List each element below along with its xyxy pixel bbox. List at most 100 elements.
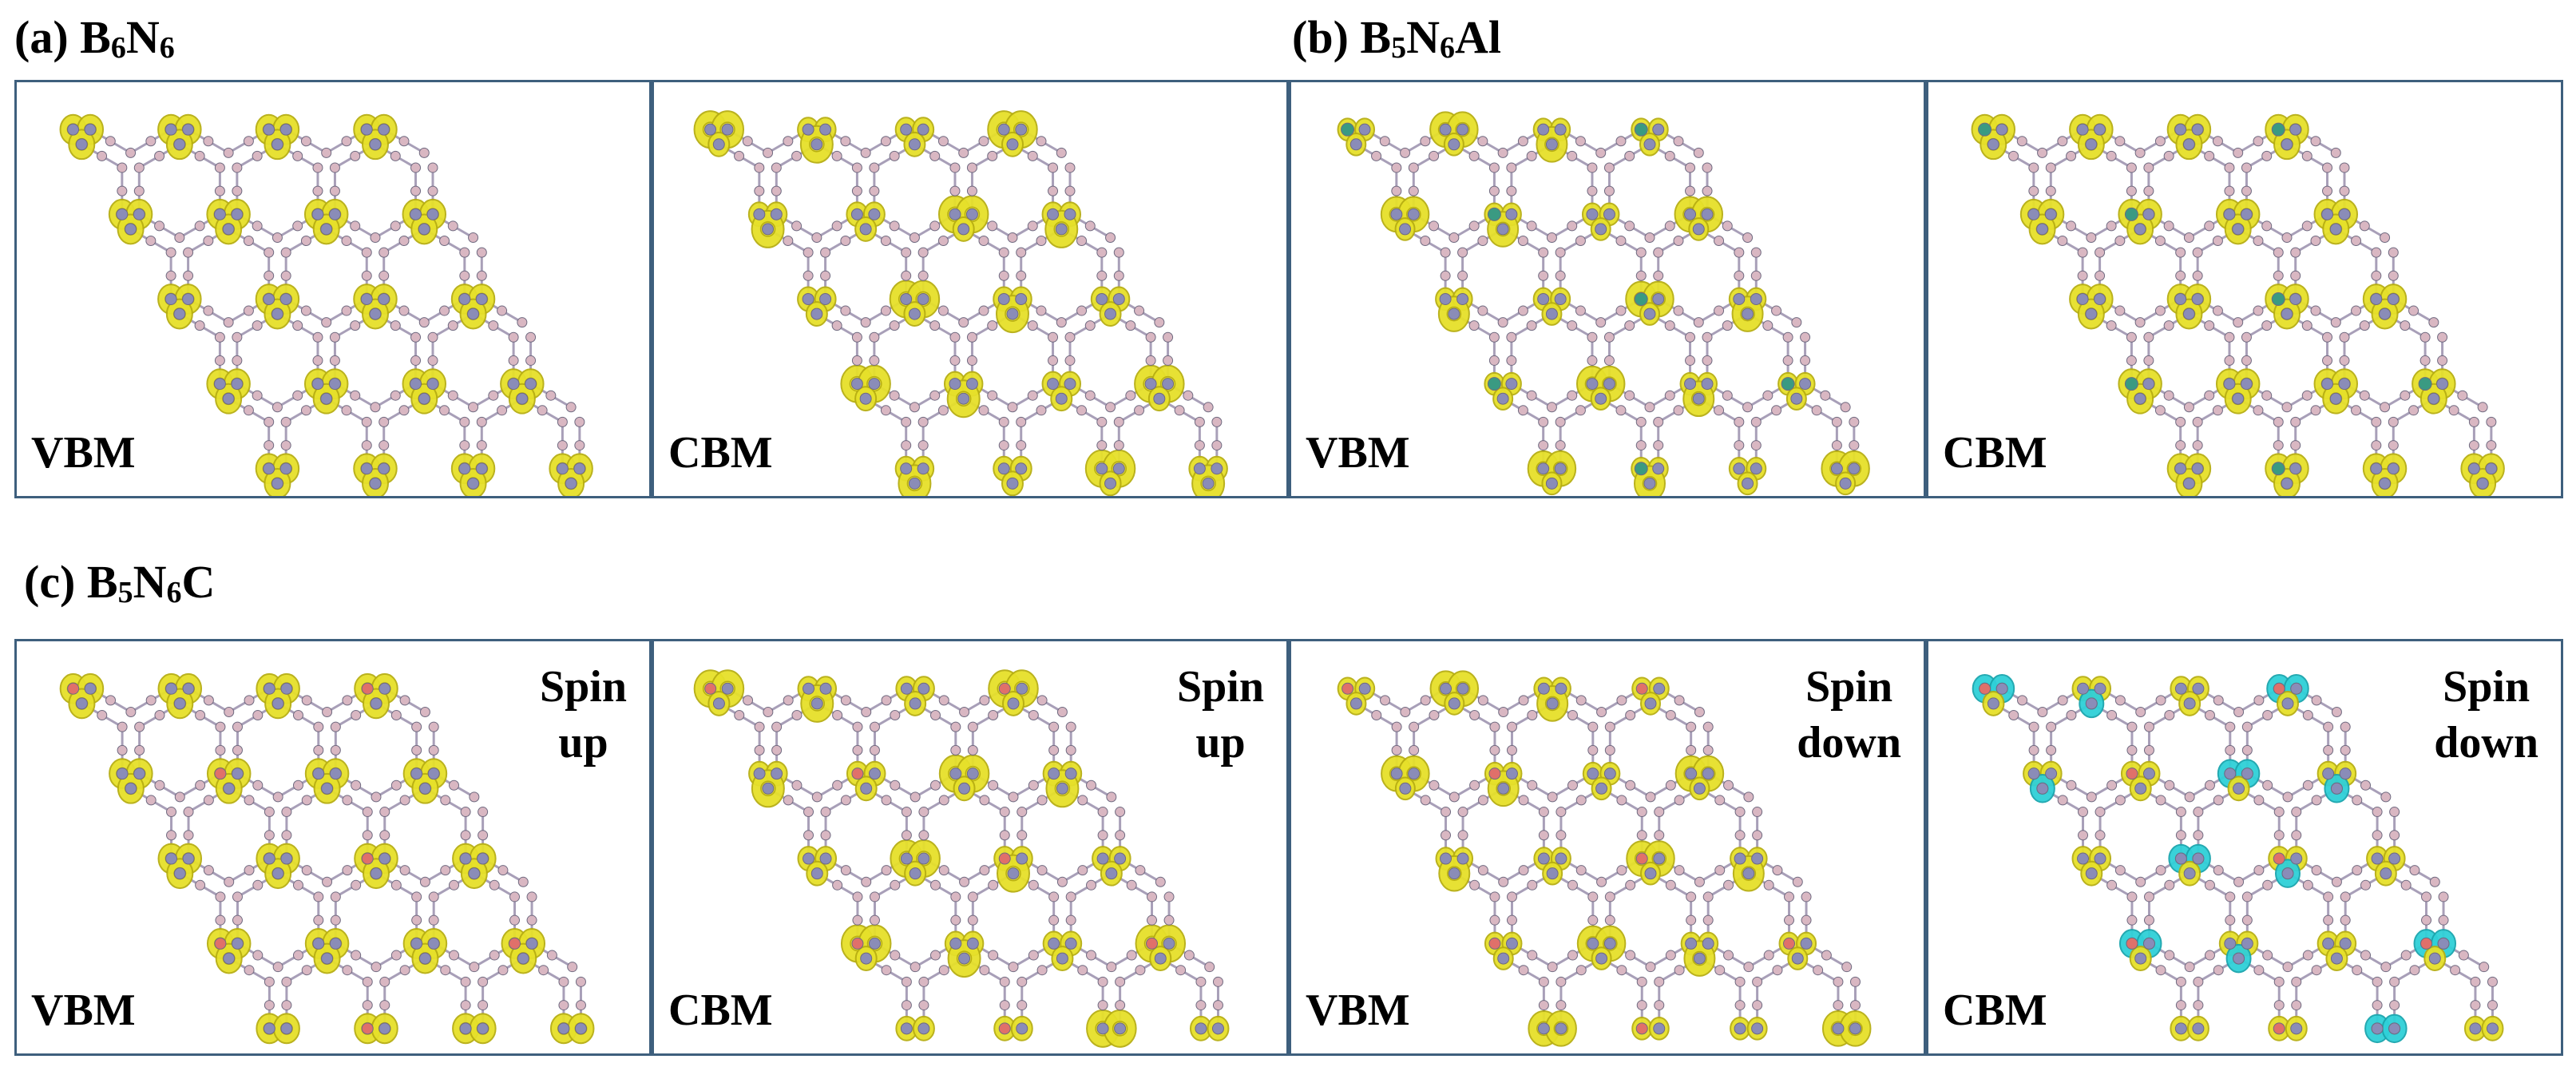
boron-atom — [558, 1000, 569, 1011]
boron-atom — [979, 695, 990, 706]
nitrogen-atom — [2338, 378, 2351, 391]
boron-atom — [1056, 707, 1068, 718]
boron-atom — [1595, 147, 1607, 158]
nitrogen-atom — [1408, 768, 1421, 780]
boron-atom — [1685, 162, 1696, 173]
boron-atom — [497, 405, 508, 416]
boron-atom — [2408, 305, 2419, 316]
boron-atom — [901, 807, 912, 818]
boron-atom — [1506, 744, 1517, 756]
boron-atom — [1113, 247, 1124, 258]
carbon-atom — [2273, 1022, 2285, 1035]
boron-atom — [329, 162, 340, 173]
nitrogen-atom — [2174, 682, 2187, 695]
lattice-structure — [1971, 113, 2505, 496]
boron-atom — [1546, 232, 1557, 244]
nitrogen-atom — [1653, 682, 1666, 695]
lattice-structure — [693, 110, 1228, 496]
boron-atom — [901, 1000, 912, 1011]
boron-atom — [2400, 390, 2411, 401]
boron-atom — [390, 320, 401, 331]
nitrogen-atom — [2036, 782, 2049, 795]
nitrogen-atom — [1016, 682, 1028, 695]
boron-atom — [2066, 150, 2077, 161]
boron-atom — [428, 914, 439, 926]
boron-atom — [1527, 879, 1538, 891]
boron-atom — [1125, 320, 1136, 331]
boron-atom — [937, 236, 949, 247]
boron-atom — [2487, 1000, 2498, 1011]
boron-atom — [1673, 305, 1684, 316]
boron-atom — [342, 695, 353, 706]
boron-atom — [1457, 830, 1468, 841]
panel-c-vbm-down: VBM Spin down — [1289, 639, 1926, 1056]
boron-atom — [1497, 147, 1508, 158]
boron-atom — [1752, 1000, 1763, 1011]
nitrogen-atom — [1684, 208, 1697, 220]
boron-atom — [1194, 440, 1205, 451]
boron-atom — [2371, 270, 2382, 281]
boron-atom — [223, 147, 234, 158]
boron-atom — [1409, 744, 1420, 756]
boron-atom — [2261, 320, 2273, 331]
nitrogen-atom — [1440, 682, 1452, 695]
boron-atom — [881, 865, 892, 876]
nitrogen-atom — [410, 768, 423, 780]
boron-atom — [488, 320, 499, 331]
boron-atom — [1163, 355, 1174, 366]
boron-atom — [2302, 779, 2313, 791]
boron-atom — [1763, 950, 1774, 961]
nitrogen-atom — [1545, 307, 1558, 320]
nitrogen-atom — [917, 1022, 930, 1035]
nitrogen-atom — [2224, 768, 2237, 780]
boron-atom — [1792, 876, 1803, 887]
boron-atom — [2175, 416, 2186, 427]
boron-atom — [379, 807, 390, 818]
nitrogen-atom — [2142, 378, 2155, 391]
boron-atom — [194, 220, 205, 232]
boron-atom — [763, 707, 774, 718]
boron-atom — [2086, 791, 2097, 803]
nitrogen-atom — [2322, 937, 2335, 950]
boron-atom — [2126, 185, 2137, 196]
boron-atom — [2241, 185, 2252, 196]
boron-atom — [125, 147, 137, 158]
nitrogen-atom — [2330, 782, 2343, 795]
boron-atom — [1615, 305, 1627, 316]
boron-atom — [1048, 162, 1059, 173]
boron-atom — [252, 220, 263, 232]
nitrogen-atom — [2191, 462, 2204, 475]
boron-atom — [1457, 270, 1468, 281]
nitrogen-atom — [2241, 937, 2253, 950]
boron-atom — [901, 270, 912, 281]
boron-atom — [2094, 830, 2106, 841]
boron-atom — [341, 236, 352, 247]
boron-atom — [938, 965, 949, 976]
boron-atom — [351, 950, 362, 961]
boron-atom — [2419, 355, 2431, 366]
boron-atom — [1742, 232, 1754, 244]
boron-atom — [2380, 232, 2391, 244]
nitrogen-atom — [312, 768, 325, 780]
boron-atom — [2241, 355, 2252, 366]
boron-atom — [1086, 779, 1097, 791]
boron-atom — [2066, 220, 2077, 232]
bonds — [1355, 128, 1856, 469]
boron-atom — [252, 150, 263, 161]
nitrogen-atom — [1015, 292, 1028, 305]
nitrogen-atom — [1211, 1022, 1224, 1035]
nitrogen-atom — [84, 682, 97, 695]
panel-c-cbm-up: CBM Spin up — [652, 639, 1289, 1056]
boron-atom — [999, 830, 1010, 841]
boron-atom — [2389, 807, 2400, 818]
boron-atom — [2193, 1000, 2204, 1011]
boron-atom — [1408, 185, 1419, 196]
boron-atom — [1212, 976, 1223, 987]
boron-atom — [869, 721, 880, 732]
aluminum-atom — [2418, 377, 2432, 391]
boron-atom — [966, 331, 977, 343]
boron-atom — [937, 305, 949, 316]
nitrogen-atom — [771, 768, 783, 780]
nitrogen-atom — [2036, 223, 2049, 236]
boron-atom — [1135, 965, 1146, 976]
